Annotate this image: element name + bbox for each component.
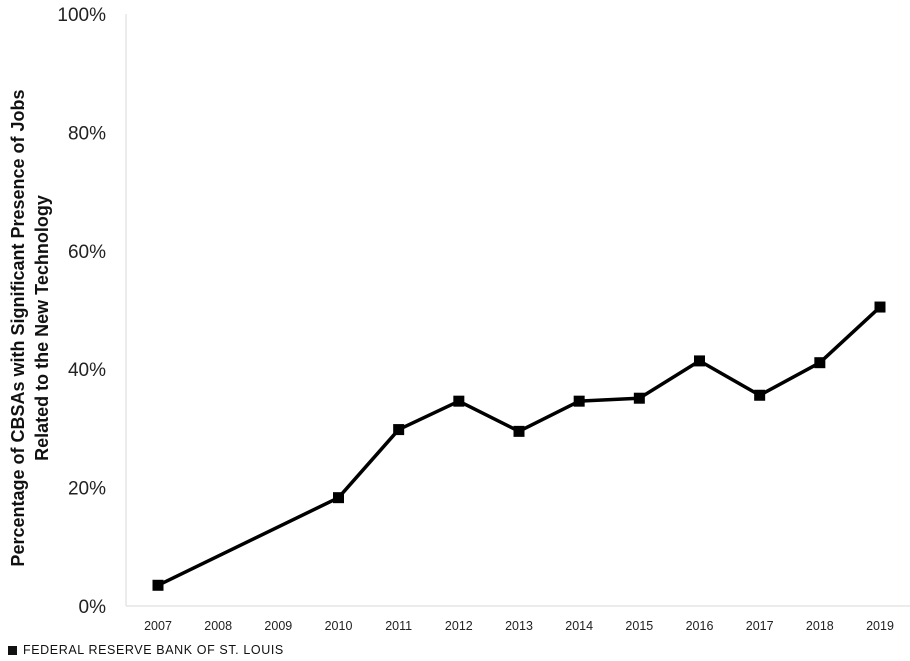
line-chart: 0%20%40%60%80%100% 2007 2008 2009 2010 2011 2… — [8, 5, 910, 633]
x-tick-label: 2008 — [204, 619, 232, 633]
series-line — [157, 305, 882, 587]
data-point — [694, 355, 705, 367]
y-tick-label: 80% — [68, 123, 106, 144]
footer-source-text: FEDERAL RESERVE BANK OF ST. LOUIS — [23, 643, 284, 657]
y-axis-label-line: Related to the New Technology — [32, 195, 52, 461]
x-tick-label: 2016 — [686, 619, 714, 633]
x-tick-label: 2014 — [565, 619, 593, 633]
x-tick-label: 2012 — [445, 619, 473, 633]
x-tick-label: 2018 — [806, 619, 834, 633]
x-tick-label: 2017 — [746, 619, 774, 633]
series-markers — [152, 301, 886, 591]
data-point — [393, 424, 405, 436]
y-tick-label: 60% — [68, 242, 106, 263]
x-tick-label: 2009 — [264, 619, 292, 633]
data-point — [754, 389, 766, 401]
data-point — [874, 301, 886, 313]
series-path — [157, 305, 882, 587]
data-point — [573, 395, 585, 407]
x-tick-label: 2015 — [625, 619, 653, 633]
data-point — [333, 492, 344, 504]
y-tick-label: 0% — [79, 597, 107, 618]
data-point — [453, 395, 465, 407]
x-axis-ticks: 2007 2008 2009 2010 2011 2012 2013 2014 2015 2016… — [144, 619, 894, 633]
y-tick-label: 100% — [57, 5, 106, 26]
x-tick-label: 2019 — [866, 619, 894, 633]
x-tick-label: 2013 — [505, 619, 533, 633]
y-axis-label-line: Percentage of CBSAs with Significant Pre… — [8, 89, 28, 566]
data-point — [633, 392, 645, 404]
data-point — [152, 579, 164, 591]
y-tick-label: 20% — [68, 479, 106, 500]
x-tick-label: 2010 — [325, 619, 353, 633]
footer-source: FEDERAL RESERVE BANK OF ST. LOUIS — [8, 643, 284, 657]
data-point — [814, 357, 826, 369]
y-axis-ticks: 0% 20% 40% 60% 80% 100% — [57, 5, 106, 618]
x-tick-label: 2007 — [144, 619, 172, 633]
data-point — [513, 425, 525, 437]
x-tick-label: 2011 — [385, 619, 412, 633]
y-tick-label: 40% — [68, 360, 106, 381]
y-axis-label: Percentage of CBSAs with Significant Pre… — [8, 89, 52, 566]
footer-square-icon — [8, 645, 17, 655]
